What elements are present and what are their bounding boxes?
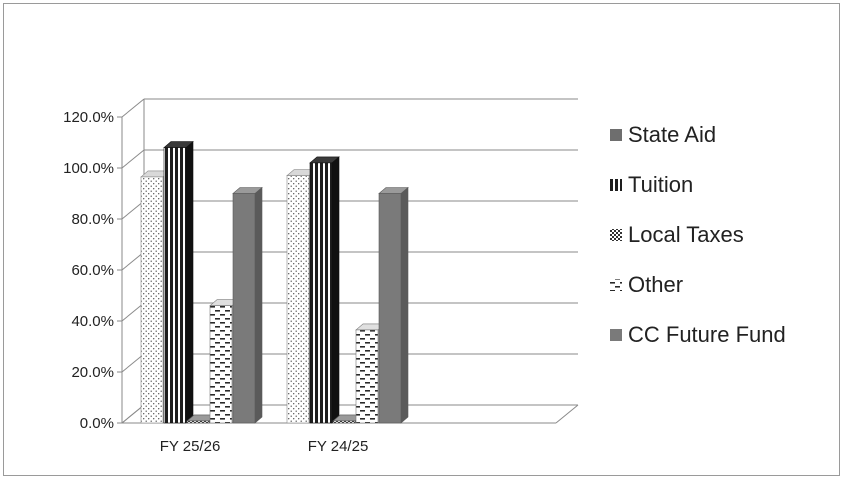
y-tick-label: 40.0%: [71, 313, 114, 330]
bar-cc-future-fund-1: [378, 186, 409, 424]
legend-swatch: [610, 279, 622, 291]
legend-label: CC Future Fund: [628, 322, 786, 347]
legend-label: Local Taxes: [628, 222, 744, 247]
bar-tuition-1: [309, 156, 340, 424]
gridline-diag: [121, 149, 145, 169]
x-tick-label: FY 24/25: [308, 438, 369, 455]
bars: [140, 140, 409, 424]
legend-swatch: [610, 329, 622, 341]
y-tick-label: 0.0%: [80, 415, 114, 432]
legend-swatch: [610, 179, 622, 191]
gridline-diag: [121, 404, 145, 424]
y-tick-label: 120.0%: [63, 109, 114, 126]
legend-swatch: [610, 129, 622, 141]
gridline-diag: [121, 98, 145, 118]
y-axis-ticks: 0.0% 20.0% 40.0% 60.0% 80.0% 100.0% 120.0%: [63, 109, 114, 432]
legend-item-local-taxes: Local Taxes: [610, 222, 744, 247]
gridline-diag: [121, 353, 145, 373]
gridline-diag: [121, 200, 145, 220]
legend: State Aid Tuition Local Taxes Other CC Futur…: [610, 122, 786, 347]
x-tick-label: FY 25/26: [160, 438, 221, 455]
y-tick-label: 100.0%: [63, 160, 114, 177]
bar-cc-future-fund-0: [232, 186, 263, 424]
legend-swatch: [610, 229, 622, 241]
bar-tuition-0: [163, 140, 194, 424]
legend-label: Other: [628, 272, 683, 297]
legend-label: Tuition: [628, 172, 693, 197]
gridline-diag: [121, 302, 145, 322]
legend-item-cc-future-fund: CC Future Fund: [610, 322, 786, 347]
gridline-diag: [121, 251, 145, 271]
legend-label: State Aid: [628, 122, 716, 147]
legend-item-other: Other: [610, 272, 683, 297]
y-tick-label: 60.0%: [71, 262, 114, 279]
y-tick-label: 20.0%: [71, 364, 114, 381]
legend-item-state-aid: State Aid: [610, 122, 716, 147]
y-tick-label: 80.0%: [71, 211, 114, 228]
x-axis-ticks: FY 25/26 FY 24/25: [160, 438, 369, 455]
legend-item-tuition: Tuition: [610, 172, 693, 197]
